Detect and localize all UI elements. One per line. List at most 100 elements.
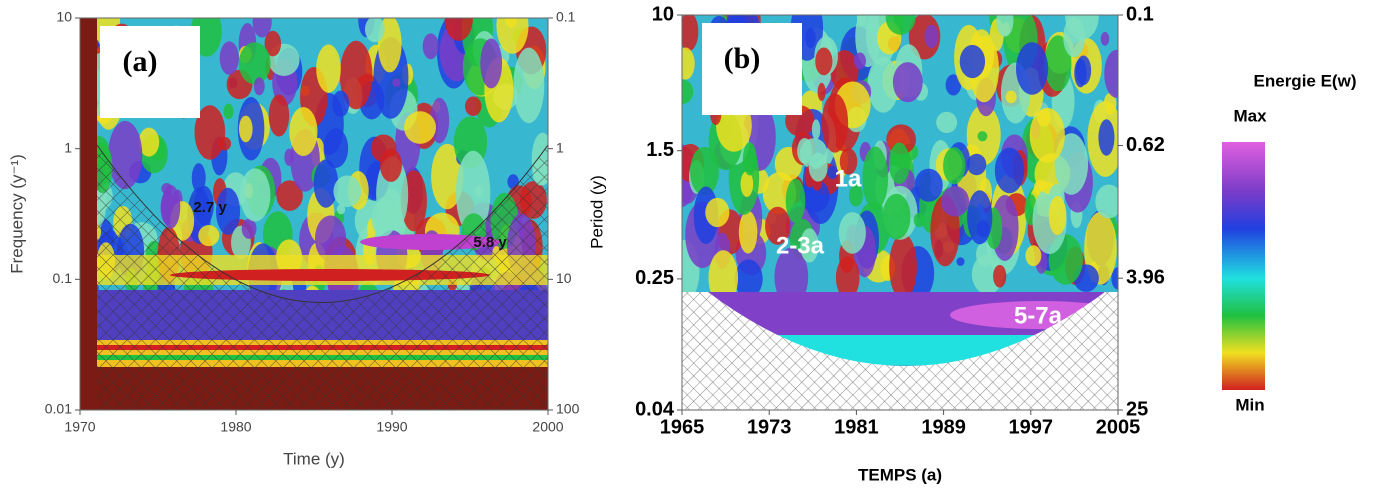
y2-tick-label: 10 <box>556 270 572 286</box>
y2-tick-label: 0.62 <box>1126 134 1165 156</box>
y2-tick-label: 1 <box>556 139 564 155</box>
texture-blob <box>161 184 181 229</box>
texture-blob <box>682 79 694 104</box>
texture-blob <box>705 197 730 228</box>
texture-blob <box>264 30 282 57</box>
texture-blob <box>364 18 385 43</box>
texture-blob <box>194 105 226 160</box>
y-tick-label: 0.01 <box>45 401 72 417</box>
texture-blob <box>1025 245 1042 267</box>
texture-blob <box>827 165 838 180</box>
texture-blob <box>238 42 271 85</box>
texture-blob <box>238 115 253 143</box>
texture-blob <box>1098 119 1115 156</box>
texture-blob <box>924 24 939 49</box>
y2-tick-label: 25 <box>1126 398 1148 420</box>
texture-blob <box>966 153 987 176</box>
texture-blob <box>316 44 341 93</box>
texture-blob <box>682 15 699 51</box>
texture-blob <box>404 111 436 144</box>
x-tick-label: 2005 <box>1096 416 1141 438</box>
panel-label-box <box>702 23 802 115</box>
texture-blob <box>219 41 239 75</box>
y-tick-label: 0.25 <box>635 267 674 289</box>
texture-blob <box>765 206 791 245</box>
texture-blob <box>976 220 990 238</box>
texture-blob <box>817 82 826 102</box>
x-tick-label: 2000 <box>532 419 563 435</box>
texture-blob <box>332 90 350 117</box>
texture-blob <box>138 127 160 157</box>
texture-blob <box>799 179 830 213</box>
texture-blob <box>811 119 821 140</box>
texture-blob <box>289 107 318 157</box>
texture-blob <box>1095 184 1118 219</box>
texture-blob <box>313 159 339 208</box>
plot-frame <box>79 17 549 411</box>
texture-blob <box>215 187 241 235</box>
texture-blob <box>379 148 402 182</box>
x-tick-label: 1970 <box>64 419 95 435</box>
texture-blob <box>689 146 719 196</box>
scalogram-a <box>80 18 548 410</box>
texture-blob <box>268 94 290 137</box>
texture-blob <box>734 259 763 299</box>
panel-label-box <box>100 26 200 118</box>
texture-blob <box>253 77 265 96</box>
texture-blob <box>838 212 866 254</box>
texture-blob <box>333 175 362 208</box>
texture-blob <box>740 171 754 197</box>
texture-blob <box>392 78 401 88</box>
band <box>80 18 97 410</box>
y-tick-label: 0.1 <box>53 270 73 286</box>
colorbar <box>1222 142 1265 390</box>
texture-blob <box>496 18 529 54</box>
texture-blob <box>371 200 397 237</box>
colorbar-title: Energie E(w) <box>1254 71 1357 90</box>
texture-blob <box>815 47 833 76</box>
texture-blob <box>943 147 966 185</box>
texture-blob <box>889 233 917 300</box>
texture-blob <box>444 18 473 41</box>
texture-blob <box>336 204 346 215</box>
texture-blob <box>708 250 739 306</box>
x-tick-label: 1997 <box>1009 416 1054 438</box>
texture-blob <box>742 142 757 176</box>
texture-blob <box>956 257 965 266</box>
x-tick-label: 1973 <box>747 416 792 438</box>
texture-blob <box>848 183 864 207</box>
texture-blob <box>1048 195 1067 236</box>
texture-blob <box>314 215 347 262</box>
y2-tick-label: 100 <box>556 401 580 417</box>
texture-blob <box>785 178 806 223</box>
y2-tick-label: 0.1 <box>1126 3 1154 25</box>
texture-blob <box>1111 267 1118 290</box>
texture-blob <box>1100 31 1110 46</box>
texture-blob <box>835 256 860 299</box>
texture-blob <box>856 15 867 27</box>
texture-blob <box>464 96 482 117</box>
x-tick-label: 1981 <box>834 416 879 438</box>
x-tick-label: 1989 <box>921 416 966 438</box>
texture-blob <box>977 131 988 142</box>
panel-label: (a) <box>123 45 158 78</box>
texture-blob <box>862 146 889 210</box>
texture-blob <box>888 142 910 185</box>
x-tick-label: 1965 <box>660 416 705 438</box>
texture-blob <box>1054 133 1089 195</box>
y-axis-label: Period (y) <box>587 175 606 249</box>
texture-blob <box>198 225 220 247</box>
texture-blob <box>276 180 303 211</box>
texture-blob <box>959 44 986 79</box>
texture-blob <box>682 47 695 80</box>
y2-tick-label: 3.96 <box>1126 266 1165 288</box>
annotation: 5-7a <box>1014 302 1063 329</box>
texture-blob <box>839 148 858 175</box>
texture-blob <box>882 193 911 240</box>
x-tick-label: 1990 <box>376 419 407 435</box>
texture-blob <box>239 168 271 222</box>
texture-blob <box>914 168 943 202</box>
y-tick-label: 10 <box>652 3 674 25</box>
texture-blob <box>808 152 828 182</box>
